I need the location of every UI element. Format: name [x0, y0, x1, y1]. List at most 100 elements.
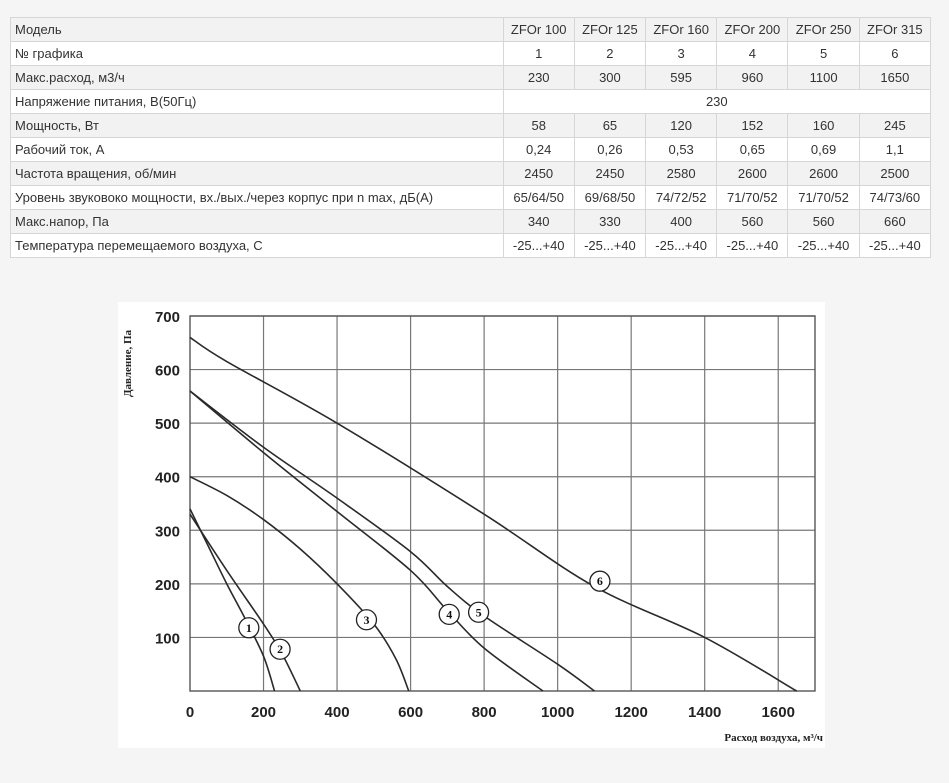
specs-table: Модель ZFOr 100 ZFOr 125 ZFOr 160 ZFOr 200 ZF… — [10, 17, 932, 258]
row-value: -25...+40 — [716, 233, 789, 258]
row-value: 595 — [645, 65, 718, 90]
table-row: Рабочий ток, А 0,24 0,26 0,53 0,65 0,69 1,1 — [10, 137, 932, 162]
x-axis-label: Расход воздуха, м³/ч — [724, 732, 823, 744]
row-value: 2450 — [502, 161, 575, 186]
row-value: 2500 — [858, 161, 932, 186]
row-value: 330 — [573, 209, 647, 234]
row-value: 71/70/52 — [716, 185, 789, 210]
table-row: Мощность, Вт 58 65 120 152 160 245 — [10, 113, 932, 138]
table-row: Уровень звуковоко мощности, вх./вых./чер… — [10, 185, 932, 210]
row-value: 960 — [716, 65, 789, 90]
series-marker-label: 5 — [476, 605, 482, 619]
series-marker-label: 1 — [246, 621, 252, 635]
series-marker-6 — [589, 570, 611, 592]
row-value: -25...+40 — [858, 233, 932, 258]
x-tick-label: 800 — [472, 704, 497, 721]
x-tick-label: 1400 — [688, 704, 721, 721]
header-cell-model-name: ZFOr 160 — [645, 17, 718, 42]
series-marker-1 — [238, 617, 260, 639]
row-label: Рабочий ток, А — [10, 137, 504, 162]
row-value: 2600 — [787, 161, 860, 186]
row-label: Макс.расход, м3/ч — [10, 65, 504, 90]
row-label: № графика — [10, 41, 504, 66]
row-value: 340 — [502, 209, 575, 234]
y-tick-label: 200 — [155, 577, 180, 594]
row-value: 230 — [502, 89, 932, 114]
row-value: 2 — [573, 41, 647, 66]
row-value: 5 — [787, 41, 860, 66]
series-marker-label: 3 — [363, 613, 369, 627]
table-row: Макс.напор, Па 340 330 400 560 560 660 — [10, 209, 932, 234]
row-value: 74/72/52 — [645, 185, 718, 210]
series-line-1 — [189, 508, 276, 692]
row-value: 6 — [858, 41, 932, 66]
row-value: 1100 — [787, 65, 860, 90]
row-value: -25...+40 — [787, 233, 860, 258]
table-row: № графика 1 2 3 4 5 6 — [10, 41, 932, 66]
row-value: 2600 — [716, 161, 789, 186]
row-value: 660 — [858, 209, 932, 234]
row-label: Мощность, Вт — [10, 113, 504, 138]
y-tick-label: 400 — [155, 470, 180, 487]
x-tick-label: 600 — [398, 704, 423, 721]
row-value: 0,65 — [716, 137, 789, 162]
plot-frame — [189, 315, 816, 692]
table-header-row: Модель ZFOr 100 ZFOr 125 ZFOr 160 ZFOr 200 ZF… — [10, 17, 932, 42]
row-value: 4 — [716, 41, 789, 66]
y-tick-label: 300 — [155, 523, 180, 540]
row-value: -25...+40 — [645, 233, 718, 258]
header-cell-model-name: ZFOr 200 — [716, 17, 789, 42]
y-axis-label: Давление, Па — [122, 329, 134, 397]
header-cell-model-name: ZFOr 100 — [502, 17, 575, 42]
row-value: 1 — [502, 41, 575, 66]
series-marker-2 — [269, 638, 291, 660]
row-label: Частота вращения, об/мин — [10, 161, 504, 186]
row-value: 560 — [787, 209, 860, 234]
row-value: 0,69 — [787, 137, 860, 162]
x-tick-label: 1000 — [541, 704, 574, 721]
row-value: 69/68/50 — [573, 185, 647, 210]
table-row: Температура перемещаемого воздуха, С -25.… — [10, 233, 932, 258]
row-value: 71/70/52 — [787, 185, 860, 210]
chart-area: 0 200 400 600 800 1000 1200 1400 1600 100 200 300 40… — [118, 302, 825, 748]
row-value: 1,1 — [858, 137, 932, 162]
series-line-3 — [189, 476, 410, 692]
row-value: 0,53 — [645, 137, 718, 162]
table-row: Частота вращения, об/мин 2450 2450 2580 2600… — [10, 161, 932, 186]
row-value: 65/64/50 — [502, 185, 575, 210]
x-tick-label: 1200 — [614, 704, 647, 721]
header-cell-model-name: ZFOr 315 — [858, 17, 932, 42]
header-cell-model-name: ZFOr 250 — [787, 17, 860, 42]
row-value: -25...+40 — [502, 233, 575, 258]
series-marker-label: 2 — [277, 642, 283, 656]
header-cell-model: Модель — [10, 17, 504, 42]
y-tick-label: 500 — [155, 416, 180, 433]
row-value: 0,24 — [502, 137, 575, 162]
y-tick-label: 600 — [155, 363, 180, 380]
series-line-2 — [189, 513, 302, 692]
x-tick-label: 0 — [186, 704, 194, 721]
y-tick-label: 700 — [155, 309, 180, 326]
row-value: 152 — [716, 113, 789, 138]
row-value: 58 — [502, 113, 575, 138]
row-value: 230 — [502, 65, 575, 90]
x-tick-label: 400 — [325, 704, 350, 721]
row-value: 65 — [573, 113, 647, 138]
series-line-4 — [189, 390, 544, 692]
row-label: Напряжение питания, В(50Гц) — [10, 89, 504, 114]
series-marker-5 — [467, 601, 490, 623]
row-label: Уровень звуковоко мощности, вх./вых./чер… — [10, 185, 504, 210]
row-label: Температура перемещаемого воздуха, С — [10, 233, 504, 258]
x-tick-label: 1600 — [762, 704, 795, 721]
x-tick-label: 200 — [251, 704, 276, 721]
series-marker-4 — [438, 603, 460, 626]
row-value: 120 — [645, 113, 718, 138]
series-marker-3 — [355, 609, 378, 631]
row-value: 400 — [645, 209, 718, 234]
row-value: 3 — [645, 41, 718, 66]
y-tick-label: 100 — [155, 630, 180, 647]
series-line-5 — [189, 390, 595, 692]
row-value: 0,26 — [573, 137, 647, 162]
table-row: Напряжение питания, В(50Гц) 230 — [10, 89, 932, 114]
pressure-flow-chart: 0 200 400 600 800 1000 1200 1400 160010020030040… — [122, 309, 823, 744]
